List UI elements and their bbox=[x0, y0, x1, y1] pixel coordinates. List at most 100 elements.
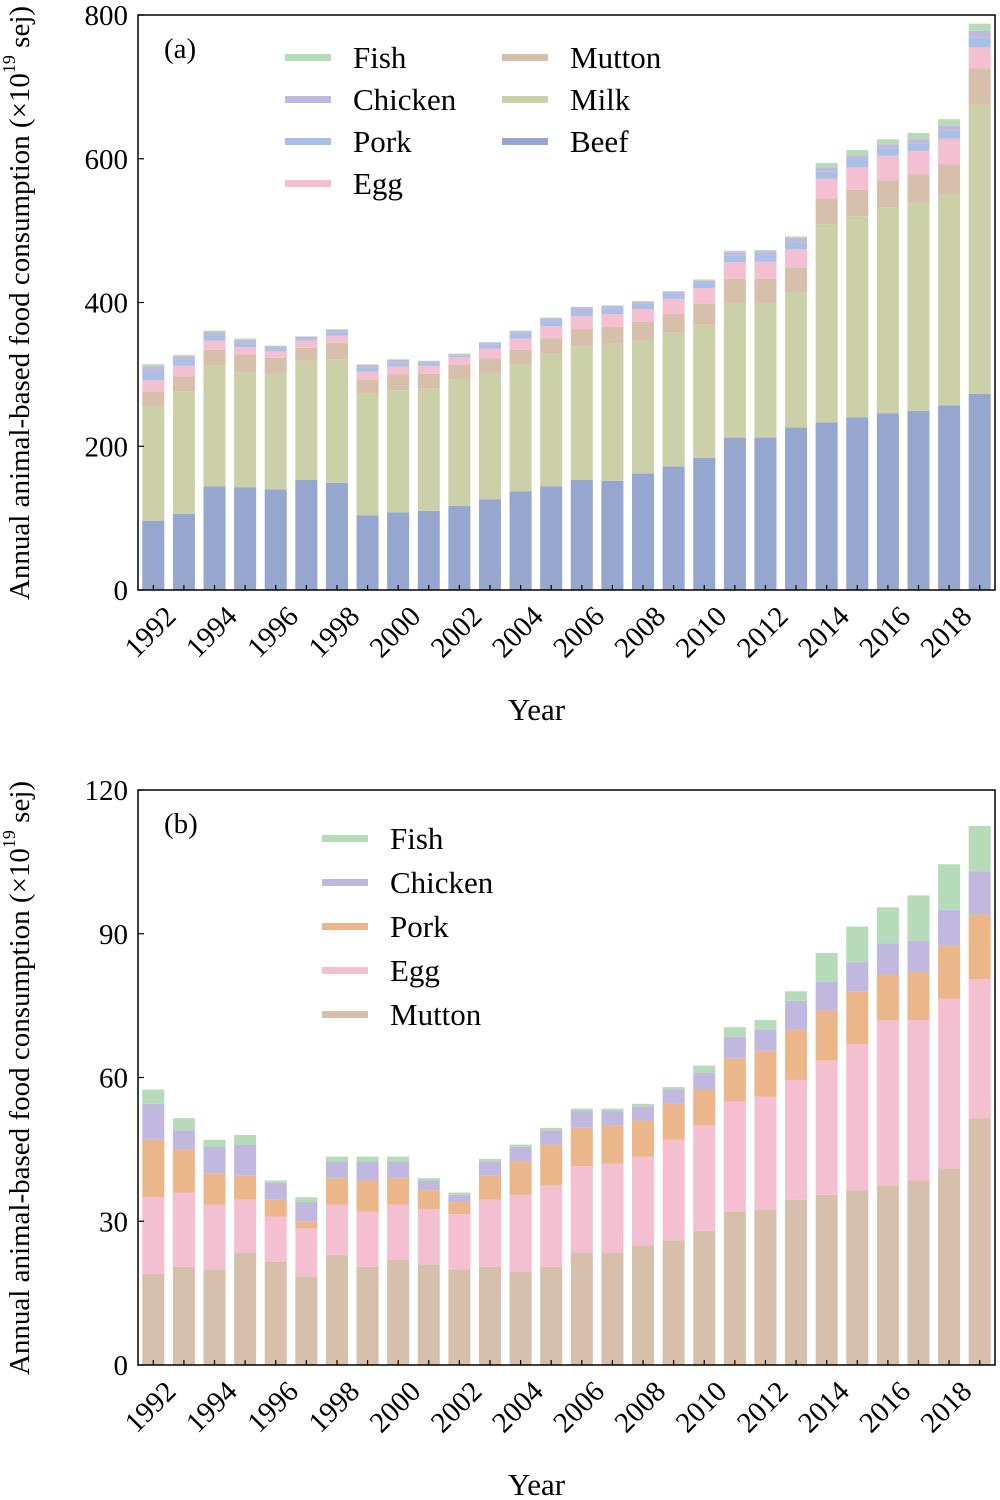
bar-egg-2016 bbox=[876, 1020, 899, 1186]
bar-milk-2005 bbox=[540, 353, 563, 487]
bar-pork-1993 bbox=[172, 1149, 195, 1193]
bar-milk-2006 bbox=[570, 346, 593, 481]
bar-milk-1997 bbox=[295, 360, 318, 481]
legend-swatch bbox=[322, 967, 368, 974]
bar-pork-1992 bbox=[142, 1139, 165, 1198]
bar-fish-2007 bbox=[601, 1108, 624, 1112]
bar-egg-1998 bbox=[325, 335, 348, 343]
panel-label: (b) bbox=[164, 808, 198, 840]
series-pork bbox=[142, 37, 991, 381]
bar-mutton-2010 bbox=[693, 1230, 716, 1365]
bar-milk-1996 bbox=[264, 372, 287, 490]
x-axis-label: Year bbox=[508, 692, 566, 727]
bar-beef-2003 bbox=[478, 499, 501, 590]
bar-egg-2011 bbox=[723, 262, 746, 279]
bar-pork-2010 bbox=[693, 283, 716, 289]
legend-item-chicken: Chicken bbox=[322, 865, 494, 900]
bar-chicken-1996 bbox=[264, 346, 287, 350]
legend-swatch bbox=[502, 138, 548, 145]
bar-pork-1995 bbox=[234, 1175, 257, 1200]
bar-mutton-2011 bbox=[723, 1211, 746, 1365]
bar-pork-1994 bbox=[203, 1173, 226, 1205]
bar-chicken-2017 bbox=[907, 139, 930, 144]
series-milk bbox=[142, 104, 991, 521]
bar-milk-2018 bbox=[938, 193, 961, 406]
bar-chicken-2018 bbox=[938, 125, 961, 131]
bar-beef-1993 bbox=[172, 513, 195, 590]
bar-fish-2018 bbox=[938, 119, 961, 126]
series-mutton bbox=[142, 68, 991, 407]
y-tick-label: 90 bbox=[99, 919, 128, 951]
bar-chicken-2002 bbox=[448, 354, 471, 356]
bar-milk-2002 bbox=[448, 379, 471, 506]
bar-pork-2006 bbox=[570, 310, 593, 317]
x-tick-label: 2012 bbox=[731, 600, 795, 664]
bar-beef-2019 bbox=[968, 393, 991, 590]
bar-pork-2017 bbox=[907, 972, 930, 1020]
bar-milk-2016 bbox=[876, 207, 899, 414]
bar-pork-2003 bbox=[478, 344, 501, 349]
legend-item-beef: Beef bbox=[502, 124, 629, 159]
bar-fish-2013 bbox=[785, 991, 808, 1001]
bar-fish-2007 bbox=[601, 305, 624, 307]
bar-fish-2016 bbox=[876, 907, 899, 944]
bar-pork-1995 bbox=[234, 343, 257, 348]
bar-milk-1993 bbox=[172, 391, 195, 514]
bar-pork-2013 bbox=[785, 242, 808, 250]
bar-chicken-2014 bbox=[815, 981, 838, 1011]
bar-egg-2019 bbox=[968, 979, 991, 1119]
bar-egg-1995 bbox=[234, 1199, 257, 1253]
bar-mutton-1995 bbox=[234, 354, 257, 373]
legend-label: Mutton bbox=[390, 997, 482, 1032]
bar-pork-2017 bbox=[907, 143, 930, 151]
series-fish bbox=[142, 23, 991, 367]
bar-beef-2005 bbox=[540, 486, 563, 590]
bar-mutton-2017 bbox=[907, 174, 930, 203]
bar-fish-2015 bbox=[846, 150, 869, 156]
x-tick-label: 1996 bbox=[241, 1375, 305, 1439]
bar-mutton-2018 bbox=[938, 1168, 961, 1365]
legend-label: Mutton bbox=[570, 40, 662, 75]
bar-pork-1997 bbox=[295, 339, 318, 341]
y-axis-label: Annual animal-based food consumption (×1… bbox=[0, 781, 36, 1375]
legend-item-fish: Fish bbox=[285, 40, 407, 75]
bar-chicken-2010 bbox=[693, 1072, 716, 1090]
legend-swatch bbox=[285, 180, 331, 187]
bar-milk-2009 bbox=[662, 332, 685, 467]
y-axis-label-suffix: sej) bbox=[4, 6, 36, 55]
bar-beef-2018 bbox=[938, 405, 961, 590]
bar-egg-2018 bbox=[938, 138, 961, 165]
bar-fish-1993 bbox=[172, 354, 195, 357]
bar-fish-2014 bbox=[815, 952, 838, 982]
bar-milk-2010 bbox=[693, 324, 716, 458]
bar-egg-2007 bbox=[601, 314, 624, 327]
bar-egg-2018 bbox=[938, 998, 961, 1169]
bar-mutton-2013 bbox=[785, 267, 808, 293]
bar-chicken-2008 bbox=[632, 301, 655, 304]
bar-fish-1992 bbox=[142, 1089, 165, 1104]
bar-chicken-2014 bbox=[815, 167, 838, 172]
series-egg bbox=[142, 47, 991, 392]
bar-fish-2016 bbox=[876, 139, 899, 145]
x-tick-label: 2004 bbox=[486, 1375, 550, 1439]
x-tick-label: 1994 bbox=[180, 600, 244, 664]
bar-mutton-2007 bbox=[601, 326, 624, 344]
bar-beef-2014 bbox=[815, 422, 838, 590]
bar-fish-2012 bbox=[754, 1020, 777, 1030]
legend-item-mutton: Mutton bbox=[502, 40, 662, 75]
bar-beef-2017 bbox=[907, 411, 930, 590]
bar-fish-2006 bbox=[570, 306, 593, 308]
bar-fish-2005 bbox=[540, 317, 563, 319]
bar-fish-2015 bbox=[846, 926, 869, 963]
bar-egg-2013 bbox=[785, 1079, 808, 1200]
bar-fish-1995 bbox=[234, 1135, 257, 1145]
bar-pork-2007 bbox=[601, 1125, 624, 1164]
bar-chicken-1994 bbox=[203, 1146, 226, 1174]
bar-chicken-2003 bbox=[478, 1161, 501, 1176]
bar-egg-2000 bbox=[387, 366, 410, 375]
bar-fish-1997 bbox=[295, 1197, 318, 1203]
bar-pork-2004 bbox=[509, 333, 532, 339]
bar-fish-2000 bbox=[387, 1156, 410, 1162]
x-tick-label: 2010 bbox=[670, 600, 734, 664]
bar-egg-2012 bbox=[754, 261, 777, 279]
